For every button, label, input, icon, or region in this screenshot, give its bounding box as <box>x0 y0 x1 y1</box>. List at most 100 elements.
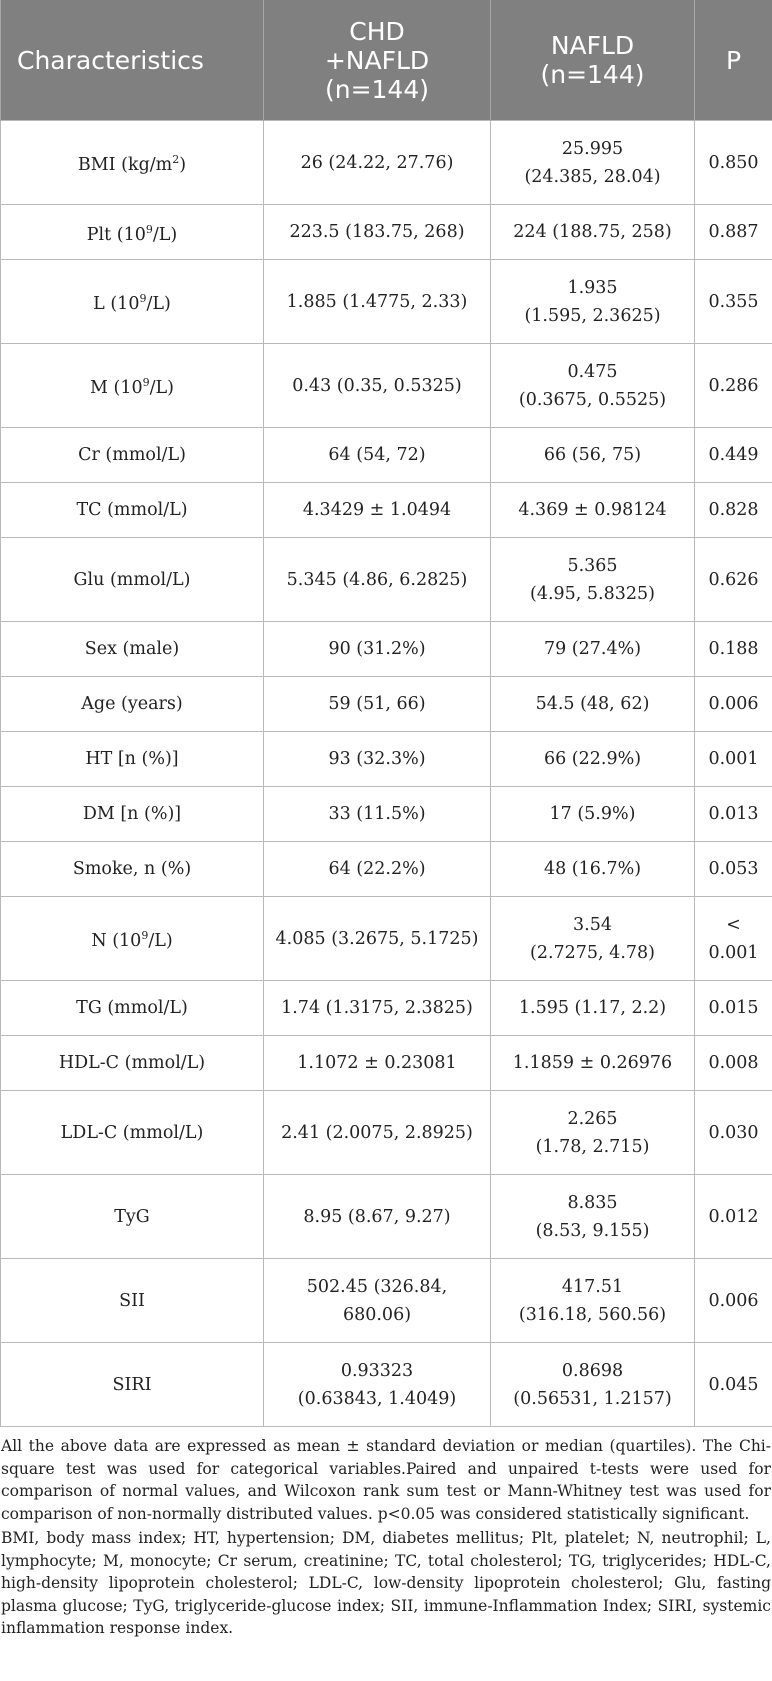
characteristic-label: SIRI <box>112 1374 152 1395</box>
cell-line: 0.053 <box>708 859 759 879</box>
cell-line: 0.43 (0.35, 0.5325) <box>292 375 462 396</box>
nafld-value-cell: 3.54 (2.7275, 4.78) <box>490 896 695 981</box>
p-value-cell: 0.188 <box>694 621 772 677</box>
header-line: Characteristics <box>17 45 204 75</box>
cell-line: 17 (5.9%) <box>549 804 636 824</box>
characteristic-label-tail: /L) <box>146 293 171 314</box>
cell-line: 64 (22.2%) <box>328 859 426 879</box>
cell-line: 0.286 <box>708 375 759 396</box>
chd-nafld-value-cell: 4.085 (3.2675, 5.1725) <box>263 896 491 981</box>
table-row: LDL-C (mmol/L) 2.41 (2.0075, 2.8925) 2.265… <box>0 1090 772 1175</box>
cell-line: (1.595, 2.3625) <box>524 305 661 326</box>
cell-line: 0.015 <box>708 998 759 1018</box>
cell-line: 66 (56, 75) <box>543 445 642 465</box>
chd-nafld-value-cell: 2.41 (2.0075, 2.8925) <box>263 1090 491 1175</box>
cell-line: 79 (27.4%) <box>543 639 642 659</box>
characteristic-label: Sex (male) <box>84 639 180 659</box>
table-row: Plt (109/L) 223.5 (183.75, 268) 224 (188.7… <box>0 204 772 260</box>
cell-line: 4.3429 ± 1.0494 <box>302 500 452 520</box>
p-value-cell: 0.012 <box>694 1174 772 1259</box>
nafld-value-cell: 79 (27.4%) <box>490 621 695 677</box>
cell-line: 8.835 <box>567 1192 618 1213</box>
characteristic-cell: BMI (kg/m2) <box>0 120 264 205</box>
p-value-cell: 0.001 <box>694 731 772 787</box>
cell-line: 0.188 <box>708 639 759 659</box>
header-row: Characteristics CHD +NAFLD (n=144) NAFLD… <box>0 0 772 121</box>
p-value-cell: <0.001 <box>694 896 772 981</box>
header-characteristics: Characteristics <box>0 0 264 121</box>
table-row: TyG 8.95 (8.67, 9.27) 8.835 (8.53, 9.155) 0.… <box>0 1174 772 1259</box>
header-line: P <box>725 45 742 75</box>
cell-line: (2.7275, 4.78) <box>530 942 655 963</box>
table-row: Sex (male) 90 (31.2%) 79 (27.4%) 0.188 <box>0 621 772 677</box>
nafld-value-cell: 0.475 (0.3675, 0.5525) <box>490 343 695 428</box>
cell-line: 0.93323 <box>340 1360 414 1381</box>
characteristic-cell: SIRI <box>0 1342 264 1427</box>
characteristic-cell: SII <box>0 1258 264 1343</box>
characteristic-cell: Glu (mmol/L) <box>0 537 264 622</box>
cell-line: 0.045 <box>708 1374 759 1395</box>
cell-line: 0.475 <box>567 361 618 382</box>
cell-line: (4.95, 5.8325) <box>530 583 655 604</box>
chd-nafld-value-cell: 1.74 (1.3175, 2.3825) <box>263 980 491 1036</box>
characteristic-cell: M (109/L) <box>0 343 264 428</box>
header-nafld: NAFLD (n=144) <box>490 0 695 121</box>
nafld-value-cell: 48 (16.7%) <box>490 841 695 897</box>
chd-nafld-value-cell: 1.885 (1.4775, 2.33) <box>263 259 491 344</box>
p-value-cell: 0.015 <box>694 980 772 1036</box>
characteristic-cell: TC (mmol/L) <box>0 482 264 538</box>
chd-nafld-value-cell: 8.95 (8.67, 9.27) <box>263 1174 491 1259</box>
table-row: HDL-C (mmol/L) 1.1072 ± 0.23081 1.1859 ± 0… <box>0 1035 772 1091</box>
p-value-cell: 0.006 <box>694 676 772 732</box>
nafld-value-cell: 17 (5.9%) <box>490 786 695 842</box>
characteristic-label: Smoke, n (%) <box>72 859 192 879</box>
cell-line: 0.850 <box>708 152 759 173</box>
cell-line: 223.5 (183.75, 268) <box>289 222 465 242</box>
cell-line: 3.54 <box>573 914 612 935</box>
chd-nafld-value-cell: 26 (24.22, 27.76) <box>263 120 491 205</box>
cell-line: (316.18, 560.56) <box>518 1304 667 1325</box>
nafld-value-cell: 4.369 ± 0.98124 <box>490 482 695 538</box>
table-row: N (109/L) 4.085 (3.2675, 5.1725) 3.54 (2.72… <box>0 896 772 981</box>
table-row: Age (years) 59 (51, 66) 54.5 (48, 62) 0.006 <box>0 676 772 732</box>
characteristic-cell: Plt (109/L) <box>0 204 264 260</box>
header-p: P <box>694 0 772 121</box>
chd-nafld-value-cell: 93 (32.3%) <box>263 731 491 787</box>
characteristic-cell: DM [n (%)] <box>0 786 264 842</box>
chd-nafld-value-cell: 223.5 (183.75, 268) <box>263 204 491 260</box>
cell-line: (24.385, 28.04) <box>524 166 661 187</box>
characteristic-label: TyG <box>114 1206 150 1227</box>
p-value-cell: 0.030 <box>694 1090 772 1175</box>
table-row: SII 502.45 (326.84, 680.06) 417.51 (316.18,… <box>0 1258 772 1343</box>
footnote-abbreviations: BMI, body mass index; HT, hypertension; … <box>1 1529 771 1637</box>
table-row: Smoke, n (%) 64 (22.2%) 48 (16.7%) 0.053 <box>0 841 772 897</box>
characteristic-cell: TyG <box>0 1174 264 1259</box>
cell-line: 417.51 <box>561 1276 624 1297</box>
header-line: CHD <box>349 16 405 46</box>
characteristic-cell: Age (years) <box>0 676 264 732</box>
characteristic-cell: Sex (male) <box>0 621 264 677</box>
characteristic-label: M (10 <box>90 377 143 398</box>
p-value-cell: 0.013 <box>694 786 772 842</box>
characteristic-label: L (10 <box>93 293 140 314</box>
cell-line: 0.006 <box>708 1290 759 1311</box>
p-value-cell: 0.355 <box>694 259 772 344</box>
characteristic-label: DM [n (%)] <box>82 804 182 824</box>
characteristic-label: TG (mmol/L) <box>76 998 188 1018</box>
p-value-cell: 0.626 <box>694 537 772 622</box>
characteristic-label: N (10 <box>91 930 142 951</box>
footnote-methods: All the above data are expressed as mean… <box>1 1437 771 1523</box>
cell-line: 59 (51, 66) <box>328 694 426 714</box>
p-value-cell: 0.449 <box>694 427 772 483</box>
cell-line: 33 (11.5%) <box>328 804 426 824</box>
table-row: L (109/L) 1.885 (1.4775, 2.33) 1.935 (1.595… <box>0 259 772 344</box>
cell-line: 25.995 <box>561 138 624 159</box>
cell-line: 0.8698 <box>561 1360 624 1381</box>
characteristic-label: HDL-C (mmol/L) <box>58 1053 206 1073</box>
cell-line: 5.345 (4.86, 6.2825) <box>286 569 468 590</box>
p-value-cell: 0.286 <box>694 343 772 428</box>
header-line: (n=144) <box>540 60 645 89</box>
chd-nafld-value-cell: 5.345 (4.86, 6.2825) <box>263 537 491 622</box>
characteristic-label: TC (mmol/L) <box>76 500 188 520</box>
header-line: +NAFLD <box>324 45 430 75</box>
